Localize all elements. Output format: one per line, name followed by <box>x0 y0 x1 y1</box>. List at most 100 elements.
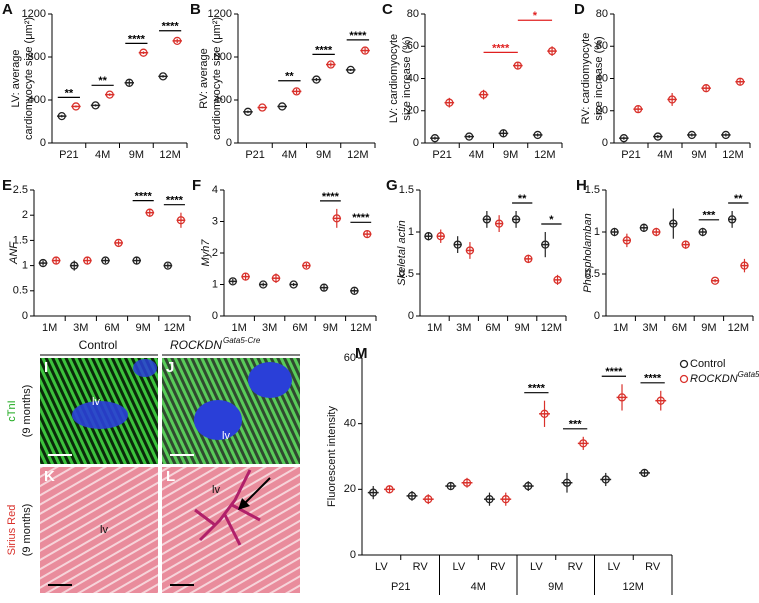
dot <box>445 98 454 107</box>
x-tick-label: 4M <box>282 149 297 161</box>
y-tick-label: 0 <box>594 310 600 322</box>
x-tick-label: 6M <box>485 322 500 334</box>
significance: **** <box>644 373 662 385</box>
y-axis-label: Skeletal actin <box>396 220 408 285</box>
dot <box>652 227 661 237</box>
y-tick-label: 1.5 <box>399 184 414 196</box>
dot <box>91 101 100 110</box>
dot <box>243 107 253 116</box>
y-tick-label: 0 <box>226 137 232 149</box>
dot <box>446 481 455 491</box>
y-axis-label: Phospholamban <box>582 213 594 293</box>
x-tick-label: 9M <box>136 322 151 334</box>
x-tick-label: 3M <box>262 322 277 334</box>
significance: *** <box>569 419 583 431</box>
significance: * <box>549 214 554 226</box>
dot <box>740 261 749 270</box>
legend-marker <box>679 374 689 384</box>
y-tick-label: 0 <box>408 310 414 322</box>
header: Control <box>79 338 118 352</box>
dot <box>228 277 237 286</box>
dot <box>579 439 588 448</box>
dot <box>360 46 370 55</box>
legend-sup: Gata5-Cre <box>738 370 759 379</box>
dot <box>540 409 549 418</box>
dot <box>369 488 378 497</box>
dot <box>346 65 355 75</box>
significance: *** <box>702 210 716 222</box>
dot <box>319 283 329 292</box>
significance: **** <box>166 195 184 207</box>
x-tick-label: 3M <box>642 322 657 334</box>
dot <box>639 223 649 232</box>
dot <box>436 232 445 241</box>
dot <box>524 481 533 491</box>
dot <box>114 238 123 248</box>
dot <box>547 46 557 56</box>
panel-letter: A <box>2 1 13 18</box>
dot <box>302 261 311 270</box>
dot <box>424 232 433 241</box>
dot <box>70 261 79 270</box>
y-tick-label: 60 <box>344 352 356 364</box>
dot <box>633 104 643 114</box>
image-k <box>40 467 158 593</box>
y-tick-label: 1 <box>212 278 218 290</box>
y-tick-label: 0.5 <box>13 285 28 297</box>
x-tick-label: 6M <box>104 322 119 334</box>
dot <box>176 216 186 225</box>
dot <box>562 478 572 487</box>
y-tick-label: 0.5 <box>399 268 414 280</box>
dot <box>173 36 182 46</box>
dot <box>145 208 154 217</box>
significance: **** <box>349 30 367 42</box>
x-tick-label: 4M <box>95 149 110 161</box>
panel-letter: D <box>574 1 585 18</box>
significance: ** <box>734 193 743 205</box>
panel-letter: B <box>190 1 201 18</box>
x-tick-label: LV <box>530 561 543 573</box>
x-tick-label: P21 <box>59 149 79 161</box>
x-tick-label: 9M <box>316 149 331 161</box>
dot <box>553 275 562 285</box>
dot <box>667 95 677 104</box>
significance: ** <box>65 87 74 99</box>
dot <box>687 130 697 140</box>
significance: * <box>533 10 538 22</box>
dot <box>479 90 488 99</box>
significance: **** <box>605 366 623 378</box>
y-tick-label: 0 <box>22 310 28 322</box>
dot <box>619 134 629 143</box>
x-tick-label: 12M <box>722 149 743 161</box>
dot <box>430 134 440 143</box>
significance: **** <box>322 191 340 203</box>
lv-label: lv <box>222 430 230 442</box>
dot <box>125 78 134 87</box>
significance: **** <box>135 191 153 203</box>
dot <box>601 475 610 484</box>
dot <box>701 84 711 93</box>
y-tick-label: 0.5 <box>585 268 600 280</box>
y-tick-label: 800 <box>214 51 232 63</box>
legend-label: ROCKDN <box>690 373 738 385</box>
panel-letter: L <box>166 468 175 485</box>
y-tick-label: 20 <box>407 105 419 117</box>
nucleus <box>133 359 157 377</box>
x-tick-label: LV <box>608 561 621 573</box>
dot <box>727 215 737 224</box>
legend-label: Control <box>690 358 725 370</box>
y-axis-label: size increase (%) <box>593 36 605 120</box>
legend-marker <box>679 359 689 369</box>
dot <box>71 102 81 111</box>
stain-label: Sirius Red <box>6 505 18 556</box>
panel-letter: K <box>44 468 55 485</box>
y-tick-label: 2 <box>22 209 28 221</box>
x-tick-label: RV <box>568 561 584 573</box>
x-tick-label: 4M <box>469 149 484 161</box>
x-tick-label: 12M <box>347 149 368 161</box>
dot <box>465 246 475 255</box>
x-tick-label: 12M <box>534 149 555 161</box>
dot <box>292 87 301 96</box>
x-tick-label: 12M <box>728 322 749 334</box>
